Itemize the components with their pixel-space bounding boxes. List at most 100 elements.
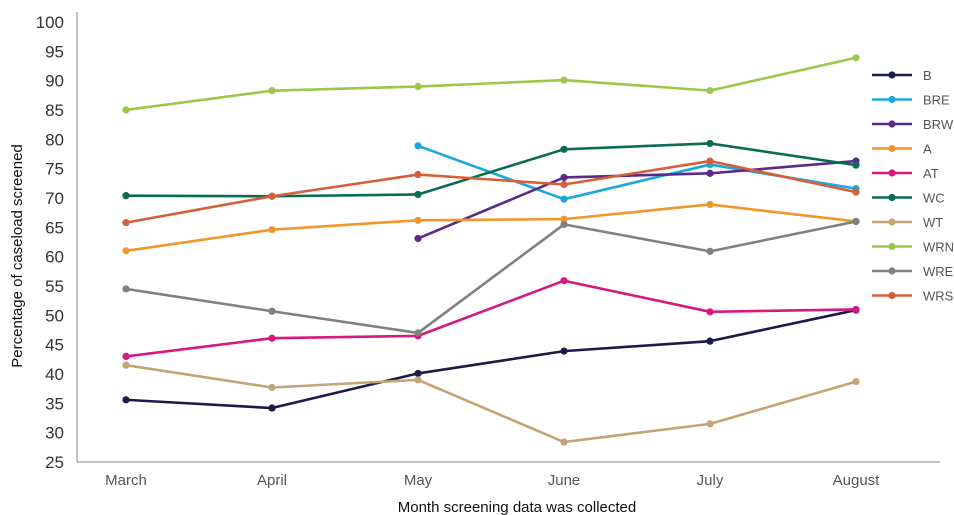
legend-swatch-marker [888, 95, 896, 104]
series-b [122, 306, 860, 412]
data-point-at [122, 352, 130, 360]
data-point-wrn [560, 76, 568, 84]
series-wt [122, 361, 860, 446]
series-line-wrn [124, 56, 858, 112]
legend-item-wrs: WRS [872, 289, 954, 304]
data-point-brw [706, 169, 714, 177]
data-point-wrs [122, 219, 130, 227]
y-tick-label: 95 [45, 42, 64, 61]
y-tick-label: 70 [45, 189, 64, 208]
data-point-b [268, 404, 276, 412]
data-point-wrs [560, 180, 568, 189]
legend-label: AT [923, 166, 939, 181]
legend-label: WT [923, 215, 943, 230]
data-point-wrn [706, 87, 714, 95]
y-tick-label: 45 [45, 336, 64, 355]
data-point-wrs [706, 157, 714, 165]
series-wre [122, 217, 860, 337]
series-wrs [122, 157, 860, 227]
legend-label: WC [923, 191, 945, 206]
legend-label: BRE [923, 93, 950, 108]
data-point-wt [414, 376, 422, 384]
y-tick-label: 55 [45, 277, 64, 296]
legend-item-a: A [872, 142, 932, 157]
data-point-wt [852, 378, 860, 386]
y-tick-label: 65 [45, 218, 64, 237]
series-line-wc [124, 142, 858, 198]
series-line-brw [416, 159, 858, 240]
x-tick-label: March [105, 472, 147, 489]
y-tick-label: 90 [45, 72, 64, 91]
data-point-wt [268, 383, 276, 392]
legend-label: WRN [923, 240, 954, 255]
legend-swatch-marker [888, 242, 896, 251]
y-tick-label: 35 [45, 394, 64, 413]
legend-swatch-marker [888, 71, 896, 79]
data-point-wc [852, 161, 860, 169]
x-tick-label: June [548, 472, 581, 489]
legend-swatch-marker [888, 193, 896, 202]
legend-swatch-marker [888, 169, 896, 177]
data-point-at [268, 334, 276, 342]
y-tick-label: 60 [45, 248, 64, 267]
legend-label: B [923, 68, 932, 83]
x-axis-ticks: March April May June July August [105, 472, 880, 489]
data-point-at [706, 308, 714, 316]
x-tick-label: April [257, 472, 287, 489]
data-point-wrs [414, 170, 422, 179]
y-axis-title: Percentage of caseload screened [9, 144, 26, 367]
series-wrn [122, 54, 860, 114]
x-tick-label: August [833, 472, 881, 489]
data-point-b [414, 369, 422, 378]
legend-label: WRS [923, 289, 954, 304]
data-point-wre [560, 220, 568, 228]
legend-label: BRW [923, 117, 954, 132]
y-tick-label: 50 [45, 306, 64, 325]
series-brw [414, 157, 860, 243]
x-axis-title: Month screening data was collected [398, 499, 636, 515]
data-point-wt [122, 361, 130, 369]
data-point-b [560, 347, 568, 355]
y-tick-label: 40 [45, 365, 64, 384]
legend-label: WRE [923, 264, 954, 279]
data-point-wre [414, 329, 422, 337]
legend-swatch-marker [888, 120, 896, 128]
data-point-wre [852, 217, 860, 226]
x-tick-label: July [697, 472, 724, 489]
series-line-a [124, 203, 858, 253]
y-tick-label: 80 [45, 130, 64, 149]
data-point-brw [560, 173, 568, 182]
data-point-a [268, 226, 276, 234]
legend-label: A [923, 142, 932, 157]
data-point-a [706, 200, 714, 209]
data-point-wrs [268, 192, 276, 200]
data-point-wrn [414, 82, 422, 91]
data-point-wrn [852, 54, 860, 62]
legend-item-at: AT [872, 166, 939, 181]
x-tick-label: May [404, 472, 433, 489]
data-point-a [414, 216, 422, 224]
series-line-wt [124, 363, 858, 444]
data-point-wrn [122, 106, 130, 114]
y-tick-label: 30 [45, 424, 64, 443]
legend-item-brw: BRW [872, 117, 954, 132]
data-point-wt [560, 438, 568, 446]
legend-item-wrn: WRN [872, 240, 954, 255]
data-point-brw [414, 234, 422, 243]
series-layer [122, 54, 860, 446]
legend-item-wt: WT [872, 215, 943, 230]
data-point-b [706, 337, 714, 345]
series-line-wre [124, 220, 858, 335]
data-point-wc [122, 192, 130, 200]
legend-swatch-marker [888, 267, 896, 275]
legend: B BRE BRW A AT WC WT WRN WRE WRS [872, 68, 954, 304]
legend-item-wre: WRE [872, 264, 954, 279]
data-point-bre [414, 142, 422, 150]
data-point-a [122, 247, 130, 255]
data-point-at [560, 277, 568, 285]
data-point-wc [560, 145, 568, 153]
data-point-at [852, 305, 860, 314]
data-point-bre [560, 195, 568, 203]
series-line-at [124, 279, 858, 358]
